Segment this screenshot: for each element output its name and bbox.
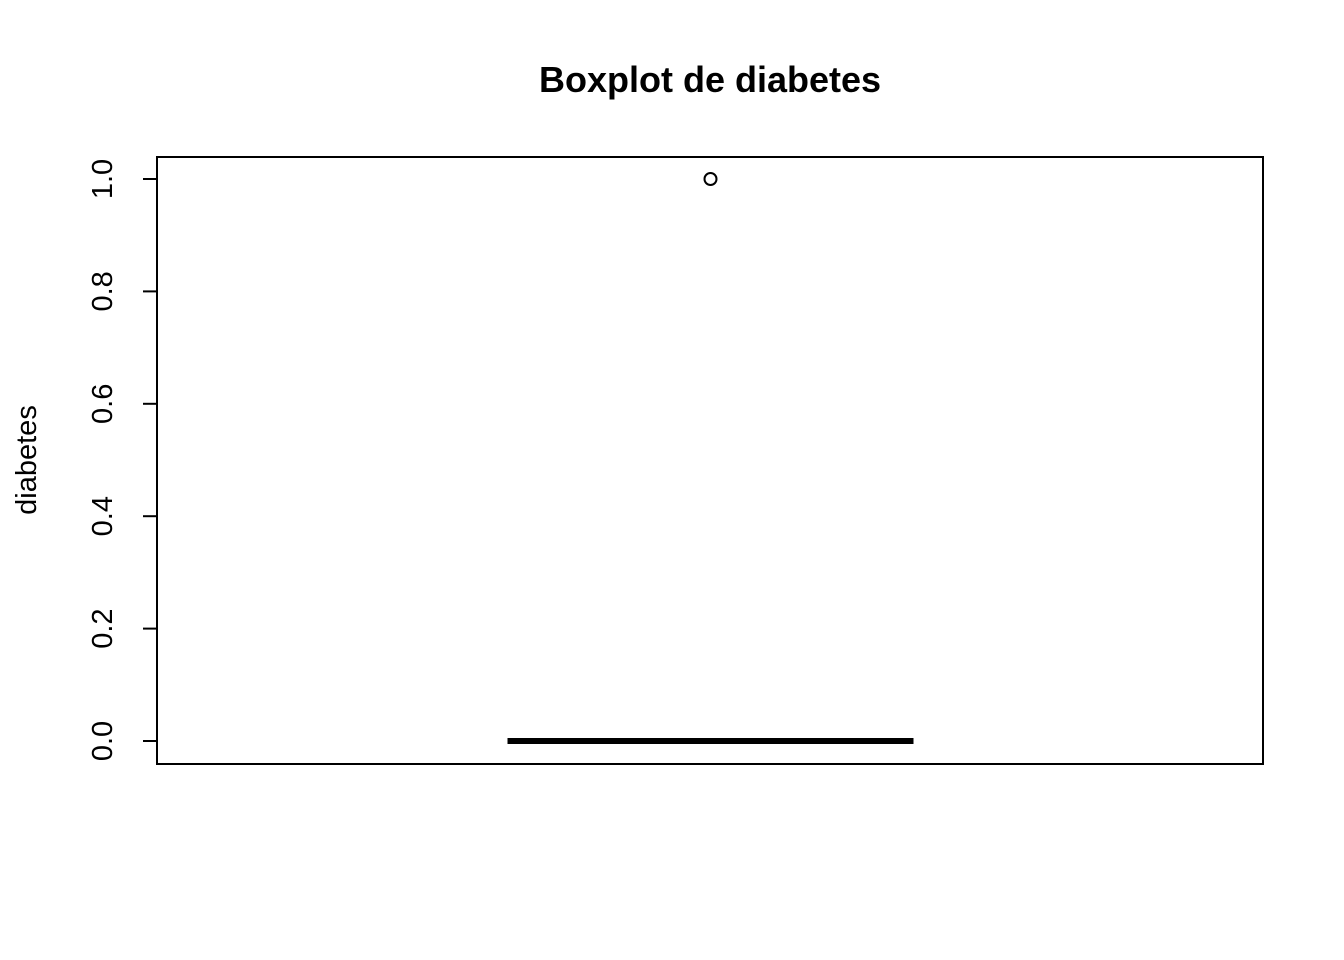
y-tick-label: 0.6 bbox=[87, 384, 119, 424]
box-group bbox=[507, 172, 914, 744]
y-tick-label: 0.4 bbox=[87, 496, 119, 536]
y-tick-label: 0.8 bbox=[87, 271, 119, 311]
y-tick-label: 0.0 bbox=[87, 721, 119, 761]
y-tick-label: 1.0 bbox=[87, 159, 119, 199]
chart-title: Boxplot de diabetes bbox=[539, 59, 881, 100]
outlier-point bbox=[703, 172, 718, 186]
y-axis-label: diabetes bbox=[11, 405, 43, 515]
plot-frame bbox=[156, 156, 1264, 765]
y-axis: 0.0 0.2 0.4 0.6 0.8 1.0 bbox=[87, 159, 158, 761]
y-tick-label: 0.2 bbox=[87, 608, 119, 648]
